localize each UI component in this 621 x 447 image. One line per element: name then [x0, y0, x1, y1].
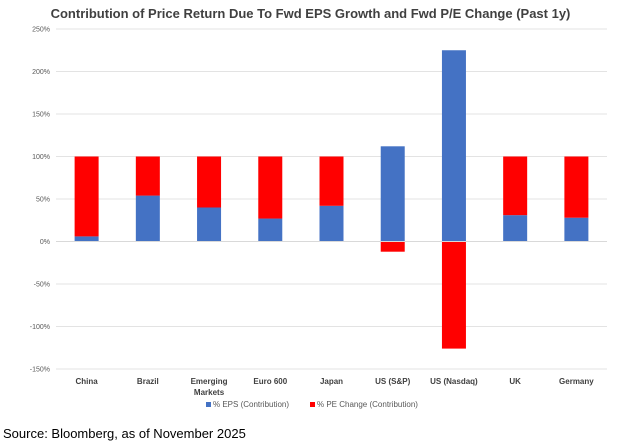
- x-tick-label: Markets: [194, 388, 225, 397]
- bar-segment: [380, 241, 405, 252]
- y-tick-label: 250%: [32, 27, 50, 34]
- bar-segment: [380, 146, 405, 242]
- source-note: Source: Bloomberg, as of November 2025: [3, 426, 246, 441]
- bar-segment: [258, 156, 283, 219]
- x-tick-label: Brazil: [137, 377, 159, 386]
- bar-segment: [564, 156, 589, 218]
- chart-title: Contribution of Price Return Due To Fwd …: [50, 6, 571, 21]
- legend-label: % EPS (Contribution): [213, 400, 289, 409]
- y-tick-label: 0%: [40, 239, 50, 246]
- bar-segment: [441, 241, 466, 349]
- bar-segment: [197, 156, 222, 208]
- bar-segment: [258, 218, 283, 242]
- bar-segment: [74, 156, 99, 237]
- x-tick-label: US (Nasdaq): [430, 377, 478, 386]
- x-tick-label: Euro 600: [253, 377, 287, 386]
- x-tick-label: UK: [509, 377, 521, 386]
- y-tick-label: 150%: [32, 112, 50, 119]
- legend-swatch: [206, 402, 211, 407]
- bar-segment: [135, 195, 160, 242]
- bar-segment: [197, 207, 222, 242]
- x-tick-label: Japan: [320, 377, 343, 386]
- bar-segment: [503, 156, 528, 216]
- bar-segment: [319, 156, 344, 206]
- bar-segment: [564, 217, 589, 242]
- x-tick-label: China: [75, 377, 98, 386]
- legend-swatch: [310, 402, 315, 407]
- stacked-bar-chart: 250% 200% 150% 100% 50% 0% -50% -100% -150% China…: [30, 27, 607, 409]
- legend-label: % PE Change (Contribution): [317, 400, 418, 409]
- y-tick-label: 50%: [36, 197, 50, 204]
- bar-segment: [319, 205, 344, 242]
- x-tick-label: US (S&P): [375, 377, 410, 386]
- x-tick-label: Emerging: [191, 377, 228, 386]
- bar-segment: [135, 156, 160, 196]
- bar-segment: [74, 236, 99, 242]
- bar-segment: [441, 50, 466, 242]
- y-tick-label: -150%: [30, 367, 50, 374]
- y-tick-label: -50%: [34, 282, 50, 289]
- y-tick-label: 100%: [32, 154, 50, 161]
- y-tick-label: -100%: [30, 324, 50, 331]
- bar-segment: [503, 215, 528, 242]
- y-tick-label: 200%: [32, 69, 50, 76]
- x-tick-label: Germany: [559, 377, 594, 386]
